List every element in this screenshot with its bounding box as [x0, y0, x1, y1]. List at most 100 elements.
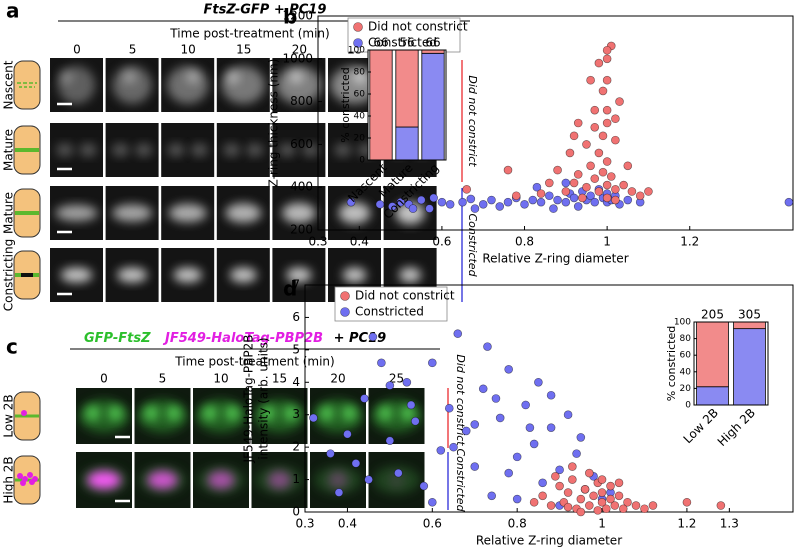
row-label: Low 2B — [2, 394, 16, 437]
data-point — [602, 157, 612, 166]
data-point — [334, 488, 344, 497]
signal — [207, 471, 235, 489]
micrograph-signal — [167, 143, 208, 157]
y-tick-label: 7 — [292, 278, 300, 292]
data-point — [601, 504, 611, 514]
data-point — [563, 502, 573, 512]
bar-segment — [421, 52, 445, 161]
y-tick-label: 400 — [290, 180, 313, 194]
data-point — [578, 193, 587, 203]
plot-frame — [367, 49, 447, 161]
legend-swatch — [353, 22, 363, 32]
data-point — [428, 497, 437, 507]
y-tick-label: 6 — [292, 310, 300, 324]
bar-segment — [369, 49, 393, 161]
y-tick-label: 0 — [292, 505, 300, 519]
row-label: Mature — [2, 129, 16, 171]
data-point — [563, 488, 573, 497]
micrograph-signal — [330, 66, 379, 104]
x-axis-label: Relative Z-ring diameter — [482, 252, 628, 266]
data-point — [589, 491, 598, 501]
y-tick-label: 20 — [680, 384, 692, 394]
micrograph-signal — [116, 267, 148, 283]
y-tick-label: 1 — [292, 472, 300, 486]
signal — [395, 201, 425, 225]
signal — [225, 203, 262, 223]
signal — [111, 204, 153, 222]
data-point — [598, 86, 608, 96]
signal — [276, 66, 322, 104]
y-tick-label: 1200 — [282, 9, 313, 23]
micrograph-signal — [276, 66, 322, 104]
data-point — [563, 410, 573, 420]
data-point — [590, 122, 600, 132]
bar-segment — [395, 49, 419, 128]
time-tick: 10 — [213, 372, 228, 386]
signal — [87, 471, 121, 489]
bar-segment — [696, 321, 729, 388]
data-point — [528, 195, 538, 205]
x-tick-label: 0.6 — [423, 517, 442, 531]
time-tick: 15 — [272, 372, 287, 386]
legend-label: Did not constrict — [368, 20, 468, 34]
data-point — [408, 204, 418, 213]
signal — [167, 143, 185, 157]
x-tick-label: 0.3 — [295, 517, 314, 531]
y-tick-label: 0 — [685, 401, 691, 411]
data-point — [503, 165, 513, 175]
signal — [135, 143, 153, 157]
micrograph-signal — [173, 267, 203, 283]
data-point — [573, 118, 583, 128]
data-point — [470, 462, 480, 471]
title-part: GFP-FtsZ — [84, 331, 151, 346]
signal — [123, 70, 136, 84]
time-tick: 20 — [330, 372, 345, 386]
signal — [338, 202, 371, 224]
pbp-icon — [21, 410, 27, 416]
data-point — [458, 197, 467, 207]
data-point — [478, 384, 488, 394]
y-axis-label: intensity (arb. units) — [257, 337, 271, 459]
signal — [147, 471, 178, 489]
data-point — [555, 465, 564, 475]
x-tick-label: 0.4 — [350, 235, 369, 249]
signal — [111, 143, 129, 157]
data-point — [623, 497, 632, 507]
data-point — [368, 332, 378, 342]
data-point — [602, 180, 612, 190]
title-part: JF549-HaloTag-PBP2B — [162, 331, 323, 346]
category-label: High 2B — [715, 406, 758, 449]
data-point — [553, 165, 562, 175]
row-label: High 2B — [2, 456, 16, 503]
data-point — [576, 507, 586, 517]
data-point — [602, 118, 612, 128]
signal — [229, 267, 257, 283]
y-tick-label: 60 — [680, 351, 692, 361]
data-point — [623, 195, 633, 205]
x-tick-label: 1 — [603, 235, 611, 249]
y-tick-label: 2 — [292, 440, 300, 454]
micrograph-signal — [111, 204, 153, 222]
data-point — [594, 58, 604, 68]
signal — [378, 405, 393, 421]
y-axis-label: % constricted — [665, 326, 678, 401]
data-point — [582, 182, 591, 192]
data-point — [538, 478, 547, 488]
bar-count: 66 — [373, 36, 388, 50]
cell-icon — [13, 60, 41, 110]
pbp-icon — [20, 480, 26, 486]
data-point — [309, 413, 318, 423]
signal — [59, 70, 73, 84]
data-point — [585, 501, 594, 510]
time-label: Time post-treatment (min) — [174, 355, 334, 369]
data-point — [572, 449, 581, 458]
signal — [186, 70, 200, 84]
signal — [334, 143, 352, 157]
data-point — [590, 105, 600, 115]
micrograph-signal — [112, 66, 152, 104]
data-point — [429, 193, 438, 203]
micrograph-signal — [314, 466, 362, 494]
signal — [327, 471, 349, 489]
data-point — [478, 200, 488, 209]
